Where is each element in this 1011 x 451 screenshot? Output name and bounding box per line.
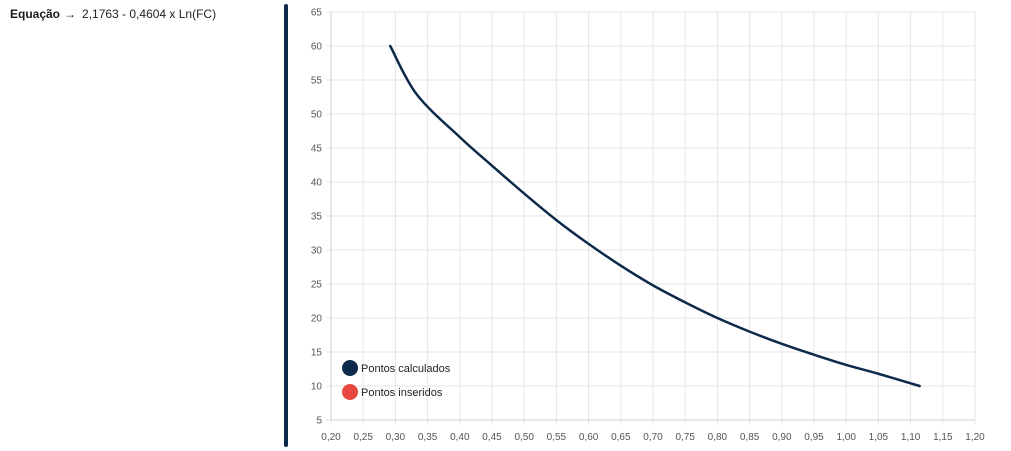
x-tick-label: 0,35 [418, 432, 438, 443]
equation-display: Equação → 2,1763 - 0,4604 x Ln(FC) [10, 6, 216, 22]
x-tick-label: 1,20 [965, 432, 985, 443]
x-tick-label: 0,25 [353, 432, 373, 443]
x-tick-label: 1,00 [836, 432, 856, 443]
y-tick-label: 55 [311, 76, 323, 87]
arrow-right-icon: → [64, 7, 77, 21]
x-tick-label: 1,05 [869, 432, 889, 443]
equation-label: Equação [10, 7, 61, 21]
y-tick-label: 25 [311, 280, 323, 291]
y-tick-label: 30 [311, 246, 323, 257]
legend-label: Pontos calculados [361, 363, 451, 375]
equation-value: 2,1763 - 0,4604 x Ln(FC) [82, 7, 217, 21]
y-tick-label: 45 [311, 144, 323, 155]
legend-item[interactable]: Pontos calculados [342, 360, 451, 376]
grid-layer [326, 11, 976, 425]
x-tick-label: 1,10 [901, 432, 921, 443]
x-tick-label: 0,50 [514, 432, 534, 443]
chart-legend[interactable]: Pontos calculados Pontos inseridos [342, 360, 451, 400]
legend-label: Pontos inseridos [361, 387, 443, 399]
y-tick-label: 15 [311, 348, 323, 359]
x-tick-label: 1,15 [933, 432, 953, 443]
x-tick-label: 0,60 [579, 432, 599, 443]
y-tick-label: 60 [311, 42, 323, 53]
y-tick-label: 35 [311, 212, 323, 223]
legend-marker-icon [342, 384, 358, 400]
series-layer [389, 44, 921, 388]
x-tick-label: 0,55 [547, 432, 567, 443]
legend-marker-icon [342, 360, 358, 376]
y-tick-label: 50 [311, 110, 323, 121]
x-tick-label: 0,40 [450, 432, 470, 443]
x-tick-label: 0,90 [772, 432, 792, 443]
series-line-calculated [389, 44, 921, 388]
y-tick-label: 10 [311, 382, 323, 393]
x-tick-label: 0,45 [482, 432, 502, 443]
x-tick-label: 0,80 [708, 432, 728, 443]
y-tick-label: 20 [311, 314, 323, 325]
x-tick-label: 0,75 [675, 432, 695, 443]
y-tick-label: 5 [316, 416, 322, 427]
legend-item[interactable]: Pontos inseridos [342, 384, 443, 400]
x-tick-label: 0,85 [740, 432, 760, 443]
tick-layer: 0,20 0,25 0,30 0,35 0,40 0,45 0,50 0,55 0,60 0,65… [311, 8, 985, 444]
y-tick-label: 65 [311, 8, 323, 19]
panel-divider [284, 4, 288, 447]
x-tick-label: 0,70 [643, 432, 663, 443]
y-tick-label: 40 [311, 178, 323, 189]
x-tick-label: 0,20 [321, 432, 341, 443]
x-tick-label: 0,65 [611, 432, 631, 443]
x-tick-label: 0,30 [386, 432, 406, 443]
x-tick-label: 0,95 [804, 432, 824, 443]
